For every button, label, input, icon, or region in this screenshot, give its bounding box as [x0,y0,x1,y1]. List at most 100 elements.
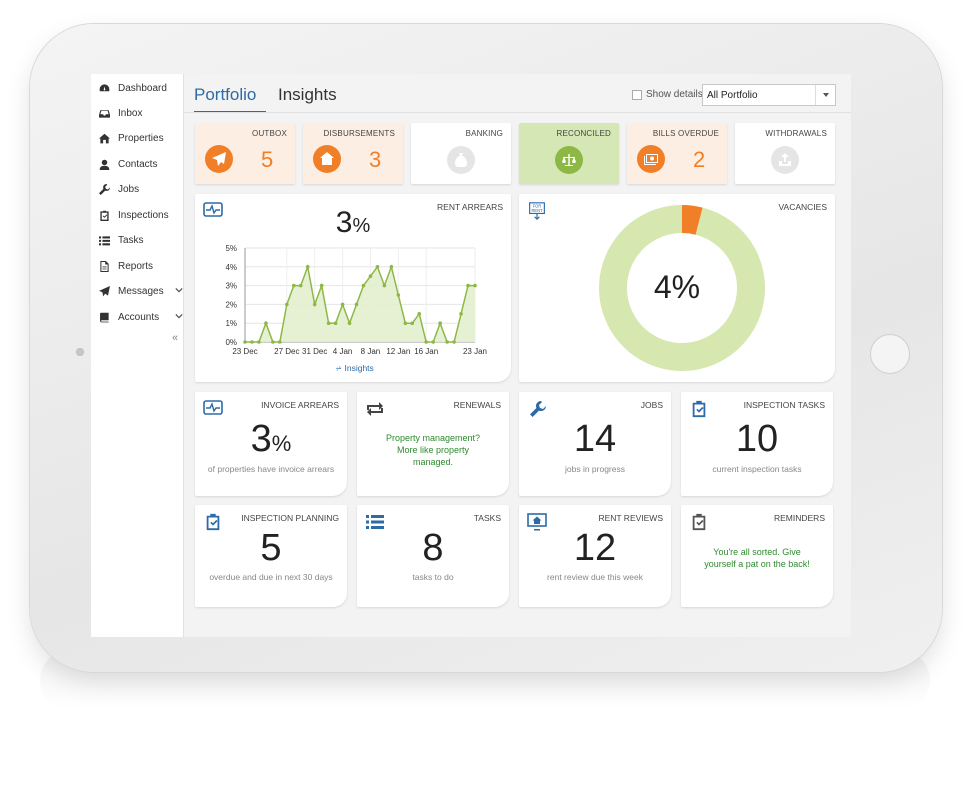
data-point [319,283,324,288]
sidebar-item-label: Properties [118,132,164,144]
data-point [389,265,394,269]
sidebar-item-label: Dashboard [118,82,167,94]
reconciled-card[interactable]: RECONCILED [519,123,619,184]
tasks-caption: tasks to do [412,572,454,582]
collapse-sidebar-button[interactable]: « [172,332,179,344]
withdrawals-card[interactable]: WITHDRAWALS [735,123,835,184]
scales-icon [555,146,583,174]
tablet-home-button [870,334,910,374]
list-icon [366,515,384,529]
sidebar-item-label: Accounts [118,311,160,323]
bills-overdue-count: 2 [693,147,706,172]
series-line [245,263,475,343]
data-point [305,265,310,269]
portfolio-select[interactable]: All Portfolio [702,84,836,106]
x-tick-label: 27 Dec [274,347,299,356]
show-details-label: Show details [646,89,703,100]
sidebar-item-tasks[interactable]: Tasks [99,230,144,250]
tasks-card[interactable]: TASKS 8 tasks to do [357,505,509,607]
data-point [361,283,366,288]
outbox-card[interactable]: OUTBOX 5 [195,123,295,184]
sidebar-item-reports[interactable]: Reports [99,256,153,276]
paper-plane-icon [99,285,110,296]
sidebar-item-messages[interactable]: Messages [99,281,183,301]
chevron-down-icon [175,287,183,293]
x-tick-label: 23 Jan [463,347,487,356]
sidebar-item-label: Jobs [118,183,140,195]
dashboard-icon [99,83,110,91]
card-label: INSPECTION TASKS [743,400,825,410]
data-point [396,293,401,297]
rent-arrears-card[interactable]: RENT ARREARS 3% 0% 1% 2% 3% 4% 5% 23 Dec 27 Dec… [195,194,511,382]
show-details-toggle[interactable]: Show details [632,89,703,100]
x-tick-label: 4 Jan [333,347,353,356]
occupied-slice [599,205,765,371]
invoice-arrears-value: 3% [195,418,347,461]
card-label: OUTBOX [252,129,287,138]
insights-link-label: Insights [344,363,374,373]
sidebar-item-jobs[interactable]: Jobs [99,179,139,199]
bills-icon [637,145,665,173]
insights-link[interactable]: ⩫ Insights [335,363,374,374]
data-point [264,321,268,325]
bills-overdue-card[interactable]: BILLS OVERDUE 2 [627,123,727,184]
sidebar-item-contacts[interactable]: Contacts [99,154,157,174]
sidebar-item-inspections[interactable]: Inspections [99,205,169,225]
y-tick-label: 3% [225,282,237,291]
data-point [452,340,456,344]
reminders-card[interactable]: REMINDERS You're all sorted. Give yourse… [681,505,833,607]
card-label: RENT REVIEWS [598,513,663,523]
sidebar: Dashboard Inbox Properties Contacts Jobs… [91,74,184,637]
inspection-tasks-card[interactable]: INSPECTION TASKS 10 current inspection t… [681,392,833,496]
vacancies-label: VACANCIES [778,202,828,212]
invoice-arrears-unit: % [271,431,292,456]
sidebar-item-dashboard[interactable]: Dashboard [99,78,167,98]
chevron-down-icon[interactable] [815,85,835,105]
checklist-icon [100,210,109,221]
banking-card[interactable]: BANKING [411,123,511,184]
for-rent-text-top: FOR [533,203,542,208]
sidebar-item-properties[interactable]: Properties [99,128,164,148]
outbox-count: 5 [261,147,274,172]
card-label: RENEWALS [453,400,501,410]
tab-portfolio[interactable]: Portfolio [194,85,257,104]
x-tick-label: 31 Dec [302,347,327,356]
inspection-planning-caption: overdue and due in next 30 days [209,572,333,582]
data-point [410,321,415,325]
data-point [354,302,359,307]
data-point [417,312,422,316]
sidebar-item-accounts[interactable]: Accounts [99,307,183,327]
checklist-icon [692,400,706,418]
data-point [375,265,380,269]
inspection-planning-card[interactable]: INSPECTION PLANNING 5 overdue and due in… [195,505,347,607]
invoice-arrears-card[interactable]: INVOICE ARREARS 3% of properties have in… [195,392,347,496]
inspection-planning-count: 5 [260,527,282,569]
card-label: TASKS [473,513,501,523]
rent-arrears-label: RENT ARREARS [437,202,503,212]
vacancies-card[interactable]: FOR RENT VACANCIES 4% [519,194,835,382]
y-tick-label: 2% [225,300,237,309]
sidebar-item-inbox[interactable]: Inbox [99,103,142,123]
vacancies-donut-chart [599,205,765,371]
book-icon [100,312,109,322]
data-point [438,321,442,325]
rent-reviews-card[interactable]: RENT REVIEWS 12 rent review due this wee… [519,505,671,607]
heartbeat-monitor-icon [203,202,223,217]
jobs-card[interactable]: JOBS 14 jobs in progress [519,392,671,496]
show-details-checkbox[interactable] [632,89,642,100]
invoice-arrears-number: 3 [250,418,272,460]
card-label: JOBS [640,400,663,410]
app-screen: Dashboard Inbox Properties Contacts Jobs… [91,74,851,637]
renewals-card[interactable]: RENEWALS Property management? More like … [357,392,509,496]
tab-insights[interactable]: Insights [278,85,337,104]
data-point [312,302,317,307]
disbursements-card[interactable]: DISBURSEMENTS 3 [303,123,403,184]
card-label: INSPECTION PLANNING [241,513,339,523]
monitor-home-icon [527,513,547,531]
card-label: WITHDRAWALS [765,129,827,138]
card-label: BILLS OVERDUE [652,129,719,138]
rent-arrears-value: 3% [195,206,511,240]
house-money-icon [313,145,341,173]
inbox-icon [99,109,110,118]
data-point [278,340,282,344]
